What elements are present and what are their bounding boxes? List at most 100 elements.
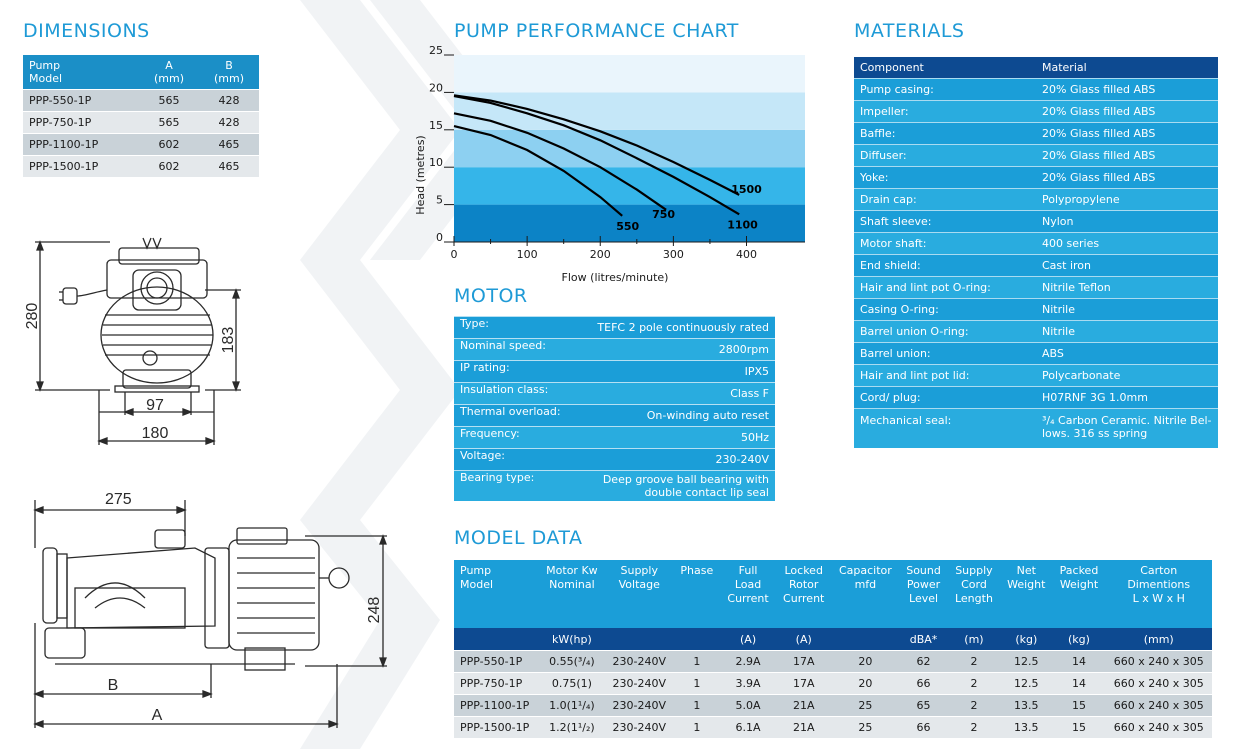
table-cell: 428 bbox=[198, 111, 259, 134]
table-cell: 230-240V bbox=[605, 650, 674, 673]
model-header-cell: Capacitor mfd bbox=[838, 564, 892, 591]
table-cell: 17A bbox=[775, 672, 832, 695]
model-header-cell: Packed Weight bbox=[1059, 564, 1099, 591]
materials-component: Motor shaft: bbox=[854, 232, 1036, 255]
table-cell: 2.9A bbox=[720, 650, 776, 673]
table-row: PPP-1500-1P 602 465 bbox=[23, 155, 259, 177]
model-header-row: Pump Model Motor Kw Nominal Supply Voltage Pha… bbox=[454, 560, 1212, 628]
model-header-cell: Net Weight bbox=[1007, 564, 1046, 591]
materials-component: Mechanical seal: bbox=[854, 408, 1036, 448]
table-cell: 428 bbox=[198, 89, 259, 112]
model-header-cell: Motor Kw Nominal bbox=[546, 564, 598, 591]
table-cell: 465 bbox=[198, 155, 259, 177]
table-row: PPP-550-1P 0.55(³/₄) 230-240V 1 2.9A 17A 20 62 2… bbox=[454, 650, 1212, 673]
motor-label: Bearing type: bbox=[454, 470, 576, 501]
table-cell: 14 bbox=[1052, 650, 1106, 673]
table-cell: 13.5 bbox=[1000, 716, 1053, 738]
motor-value: 230-240V bbox=[575, 448, 775, 471]
materials-row: Motor shaft: 400 series bbox=[854, 232, 1218, 255]
materials-row: Shaft sleeve: Nylon bbox=[854, 210, 1218, 233]
materials-row: Diffuser: 20% Glass filled ABS bbox=[854, 144, 1218, 167]
materials-material: Cast iron bbox=[1036, 254, 1218, 277]
model-unit-cell: (kg) bbox=[1015, 632, 1038, 646]
y-tick-label: 0 bbox=[436, 231, 443, 244]
table-row: PPP-550-1P 565 428 bbox=[23, 89, 259, 112]
motor-label: Nominal speed: bbox=[454, 338, 576, 361]
table-cell: 15 bbox=[1052, 716, 1106, 738]
materials-header-material: Material bbox=[1042, 61, 1087, 74]
materials-component: Cord/ plug: bbox=[854, 386, 1036, 409]
materials-row: Barrel union: ABS bbox=[854, 342, 1218, 365]
dim-label-a: A bbox=[152, 707, 163, 724]
materials-material: 400 series bbox=[1036, 232, 1218, 255]
motor-value: Class F bbox=[575, 382, 775, 405]
motor-value: TEFC 2 pole continuously rated bbox=[575, 316, 775, 339]
materials-material: 20% Glass filled ABS bbox=[1036, 100, 1218, 123]
materials-component: Barrel union: bbox=[854, 342, 1036, 365]
materials-component: Baffle: bbox=[854, 122, 1036, 145]
materials-row: Barrel union O-ring: Nitrile bbox=[854, 320, 1218, 343]
materials-row: Hair and lint pot O-ring: Nitrile Teflon bbox=[854, 276, 1218, 299]
model-unit-cell: (A) bbox=[740, 632, 757, 646]
table-cell: 2 bbox=[947, 716, 1001, 738]
table-cell: PPP-1100-1P bbox=[454, 694, 539, 717]
materials-component: End shield: bbox=[854, 254, 1036, 277]
table-cell: PPP-550-1P bbox=[23, 89, 139, 112]
model-header-cell: Phase bbox=[680, 564, 714, 577]
table-row: PPP-750-1P 565 428 bbox=[23, 111, 259, 134]
materials-material: 20% Glass filled ABS bbox=[1036, 144, 1218, 167]
y-tick-label: 10 bbox=[429, 156, 443, 169]
materials-component: Casing O-ring: bbox=[854, 298, 1036, 321]
table-cell: 602 bbox=[139, 133, 199, 156]
chart-band bbox=[454, 129, 805, 168]
table-cell: 2 bbox=[947, 650, 1001, 673]
table-cell: 565 bbox=[139, 89, 199, 112]
table-cell: 66 bbox=[899, 672, 948, 695]
x-tick-label: 300 bbox=[663, 248, 684, 261]
table-cell: 2 bbox=[947, 694, 1001, 717]
table-cell: 62 bbox=[899, 650, 948, 673]
table-cell: 2 bbox=[947, 672, 1001, 695]
materials-row: Drain cap: Polypropylene bbox=[854, 188, 1218, 211]
table-cell: 1.0(1¹/₄) bbox=[538, 694, 606, 717]
materials-component: Yoke: bbox=[854, 166, 1036, 189]
series-line-550 bbox=[453, 125, 623, 217]
table-cell: 565 bbox=[139, 111, 199, 134]
series-line-1500 bbox=[453, 94, 740, 196]
table-cell: 660 x 240 x 305 bbox=[1105, 694, 1212, 717]
materials-material: Polypropylene bbox=[1036, 188, 1218, 211]
materials-material: Nylon bbox=[1036, 210, 1218, 233]
table-cell: 20 bbox=[831, 650, 900, 673]
y-tick-label: 15 bbox=[429, 119, 443, 132]
model-header-cell: Pump Model bbox=[460, 564, 494, 591]
motor-title: MOTOR bbox=[454, 285, 528, 307]
pump-front-drawing: 280 183 97 180 bbox=[24, 237, 241, 445]
materials-component: Hair and lint pot lid: bbox=[854, 364, 1036, 387]
table-cell: 1 bbox=[673, 716, 721, 738]
table-row: PPP-750-1P 0.75(1) 230-240V 1 3.9A 17A 20 66 2 12… bbox=[454, 672, 1212, 695]
motor-label: Thermal overload: bbox=[454, 404, 576, 427]
dimensions-table: Pump Model A (mm) B (mm) PPP-550-1P 565 428 PP… bbox=[23, 55, 259, 177]
materials-component: Pump casing: bbox=[854, 78, 1036, 101]
table-row: PPP-1500-1P 1.2(1¹/₂) 230-240V 1 6.1A 21A 25 66… bbox=[454, 716, 1212, 738]
motor-row: IP rating: IPX5 bbox=[454, 360, 775, 383]
model-unit-cell bbox=[673, 628, 720, 651]
series-label-1100: 1100 bbox=[727, 218, 758, 231]
table-cell: 465 bbox=[198, 133, 259, 156]
y-tick-label: 20 bbox=[429, 81, 443, 94]
table-cell: 660 x 240 x 305 bbox=[1105, 672, 1212, 695]
motor-label: Voltage: bbox=[454, 448, 576, 471]
model-unit-cell bbox=[832, 628, 900, 651]
table-cell: 230-240V bbox=[605, 716, 674, 738]
x-tick-label: 400 bbox=[736, 248, 757, 261]
table-cell: 66 bbox=[899, 716, 948, 738]
model-header-cell: Full Load Current bbox=[727, 564, 769, 605]
materials-material: 20% Glass filled ABS bbox=[1036, 166, 1218, 189]
chart-xlabel: Flow (litres/minute) bbox=[562, 271, 669, 284]
materials-material: H07RNF 3G 1.0mm bbox=[1036, 386, 1218, 409]
performance-chart: 0 100 200 300 400 0 5 10 15 20 25 Flow (litres/min… bbox=[414, 45, 805, 284]
materials-row: Mechanical seal: ³/₄ Carbon Ceramic. Nitr… bbox=[854, 408, 1218, 448]
chart-title: PUMP PERFORMANCE CHART bbox=[454, 20, 739, 42]
materials-header-row: Component Material bbox=[854, 57, 1218, 79]
materials-material: Nitrile bbox=[1036, 320, 1218, 343]
